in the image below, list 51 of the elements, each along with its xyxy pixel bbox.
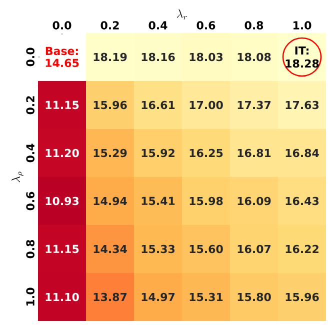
y-axis-title: $\lambda_\rho$ [12,172,24,182]
data-label: 15.98 [190,196,223,206]
x-tick-label: 0.0 [52,21,72,30]
x-tick-label: 0.4 [148,21,168,30]
data-label: 16.22 [286,244,318,254]
text: Base: 14.65 [46,46,79,68]
data-label: 18.16 [142,52,175,62]
data-label: 18.03 [190,52,223,62]
data-label: 11.15 [46,100,79,110]
data-label: 15.29 [94,148,127,158]
data-label: 16.25 [190,148,223,158]
data-label: 15.33 [142,244,175,254]
y-tick-label: 0.2 [26,96,34,114]
data-label: 15.31 [190,292,223,302]
data-label: 16.07 [238,244,271,254]
data-label: 16.61 [142,100,175,110]
data-label: 16.09 [238,196,271,206]
data-label: 16.84 [286,148,319,158]
data-label: 17.00 [190,100,223,110]
x-tick-label: 1.0 [293,21,312,30]
data-label: 10.93 [46,196,79,206]
data-label: 15.80 [238,292,271,302]
data-label: 15.96 [94,100,127,110]
data-label: 17.37 [238,100,271,110]
data-label: 15.41 [142,196,175,206]
data-label: 11.20 [46,148,79,158]
y-tick-label: 0.8 [26,240,34,258]
data-label: 11.15 [46,244,79,254]
y-tick-label: 0.0 [26,48,34,66]
data-label: 18.28 [286,59,319,68]
data-label: 14.97 [142,292,175,302]
x-axis-title: $\lambda_r$ [176,9,187,20]
data-label: 18.08 [238,52,271,62]
x-tick-label: 0.8 [244,21,264,30]
data-label: 16.43 [286,196,319,206]
data-label: 15.92 [142,148,174,158]
data-label: 18.19 [94,52,127,62]
y-tick-label: 1.0 [26,288,34,306]
data-label: 11.10 [46,292,79,302]
data-label: 15.96 [286,292,319,302]
x-tick-label: 0.6 [196,21,216,30]
data-label: 14.94 [94,196,127,206]
annotation: IT: [295,46,308,55]
data-label: 14.34 [94,244,127,254]
data-label: 15.60 [190,244,223,254]
x-tick-label: 0.2 [100,21,119,30]
y-tick-label: 0.6 [26,192,34,210]
data-label: 16.81 [238,148,271,158]
y-tick-label: 0.4 [26,144,34,162]
data-label: 13.87 [94,292,127,302]
data-label: 17.63 [286,100,319,110]
